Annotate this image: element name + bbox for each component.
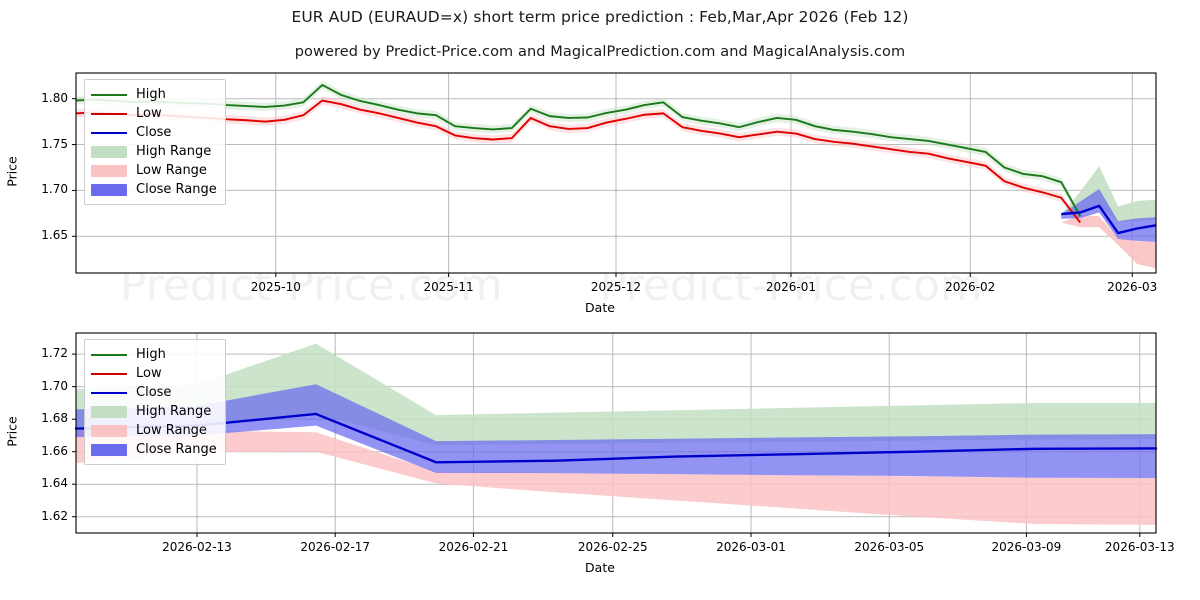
ytick-label: 1.68	[41, 411, 68, 426]
xtick-label: 2026-03	[1107, 280, 1158, 294]
legend-label: Low Range	[136, 163, 207, 178]
ytick-label: 1.75	[41, 136, 68, 151]
ytick-label: 1.66	[41, 443, 68, 458]
legend-swatch-line-icon	[91, 367, 127, 381]
legend-swatch-line-icon	[91, 126, 127, 140]
legend-swatch-patch-icon	[91, 164, 127, 177]
axes-overview	[72, 72, 1157, 277]
axis-label-x-forecast: Date	[585, 560, 615, 575]
ytick-label: 1.72	[41, 346, 68, 361]
legend-label: Low	[136, 106, 162, 121]
legend-swatch-line-icon	[91, 107, 127, 121]
legend-label: High Range	[136, 404, 212, 419]
legend-label: Close Range	[136, 442, 217, 457]
legend-label: Close	[136, 385, 172, 400]
xtick-label: 2026-02-17	[300, 540, 371, 554]
legend-swatch-patch-icon	[91, 424, 127, 437]
legend-swatch-patch-icon	[91, 183, 127, 196]
legend-item-close-range: Close Range	[91, 440, 217, 459]
legend-item-high-range: High Range	[91, 142, 217, 161]
axes-forecast-detail	[72, 332, 1158, 537]
xtick-label: 2026-02-21	[438, 540, 509, 554]
band-close-range	[76, 384, 1156, 479]
legend-item-low-range: Low Range	[91, 161, 217, 180]
legend-label: Close	[136, 125, 172, 140]
series-line-close	[1061, 204, 1157, 235]
legend-item-low: Low	[91, 104, 217, 123]
legend-item-close: Close	[91, 383, 217, 402]
legend-label: Low	[136, 366, 162, 381]
series-line-low	[75, 99, 1081, 224]
page-subtitle: powered by Predict-Price.com and Magical…	[294, 44, 906, 60]
band-low-range	[76, 428, 1156, 525]
legend-label: High Range	[136, 144, 212, 159]
legend-swatch-patch-icon	[91, 443, 127, 456]
legend-item-high-range: High Range	[91, 402, 217, 421]
legend-item-low-range: Low Range	[91, 421, 217, 440]
xtick-label: 2026-02-25	[577, 540, 648, 554]
legend-label: High	[136, 87, 166, 102]
legend-label: High	[136, 347, 166, 362]
xtick-label: 2025-10	[250, 280, 301, 294]
legend-item-close-range: Close Range	[91, 180, 217, 199]
legend-swatch-line-icon	[91, 386, 127, 400]
ytick-label: 1.80	[41, 90, 68, 105]
legend-overview: High Low Close High Range Low Range Close Ran…	[84, 79, 226, 205]
page-title: EUR AUD (EURAUD=x) short term price pred…	[291, 8, 909, 26]
legend-swatch-line-icon	[91, 348, 127, 362]
ytick-label: 1.65	[41, 228, 68, 243]
ytick-label: 1.70	[41, 182, 68, 197]
legend-forecast: High Low Close High Range Low Range Close Ran…	[84, 339, 226, 465]
xtick-label: 2026-03-13	[1104, 540, 1175, 554]
band-low-range-forecast	[1061, 215, 1156, 269]
legend-swatch-patch-icon	[91, 405, 127, 418]
ytick-label: 1.70	[41, 378, 68, 393]
legend-item-high: High	[91, 345, 217, 364]
ytick-label: 1.62	[41, 508, 68, 523]
xtick-label: 2025-11	[423, 280, 474, 294]
axis-label-x-overview: Date	[585, 300, 615, 315]
legend-item-close: Close	[91, 123, 217, 142]
legend-swatch-patch-icon	[91, 145, 127, 158]
xtick-label: 2025-12	[590, 280, 642, 294]
legend-label: Close Range	[136, 182, 217, 197]
legend-swatch-line-icon	[91, 88, 127, 102]
plot-frame	[75, 332, 1157, 534]
xtick-label: 2026-01	[765, 280, 817, 294]
legend-item-low: Low	[91, 364, 217, 383]
ytick-label: 1.64	[41, 476, 68, 491]
legend-label: Low Range	[136, 423, 207, 438]
series-line-close	[74, 412, 1158, 464]
legend-item-high: High	[91, 85, 217, 104]
xtick-label: 2026-03-01	[716, 540, 786, 554]
xtick-label: 2026-03-05	[854, 540, 925, 554]
xtick-label: 2026-02-13	[162, 540, 232, 554]
series-line-high	[75, 83, 1082, 217]
xtick-label: 2026-02	[945, 280, 996, 294]
xtick-label: 2026-03-09	[991, 540, 1062, 554]
